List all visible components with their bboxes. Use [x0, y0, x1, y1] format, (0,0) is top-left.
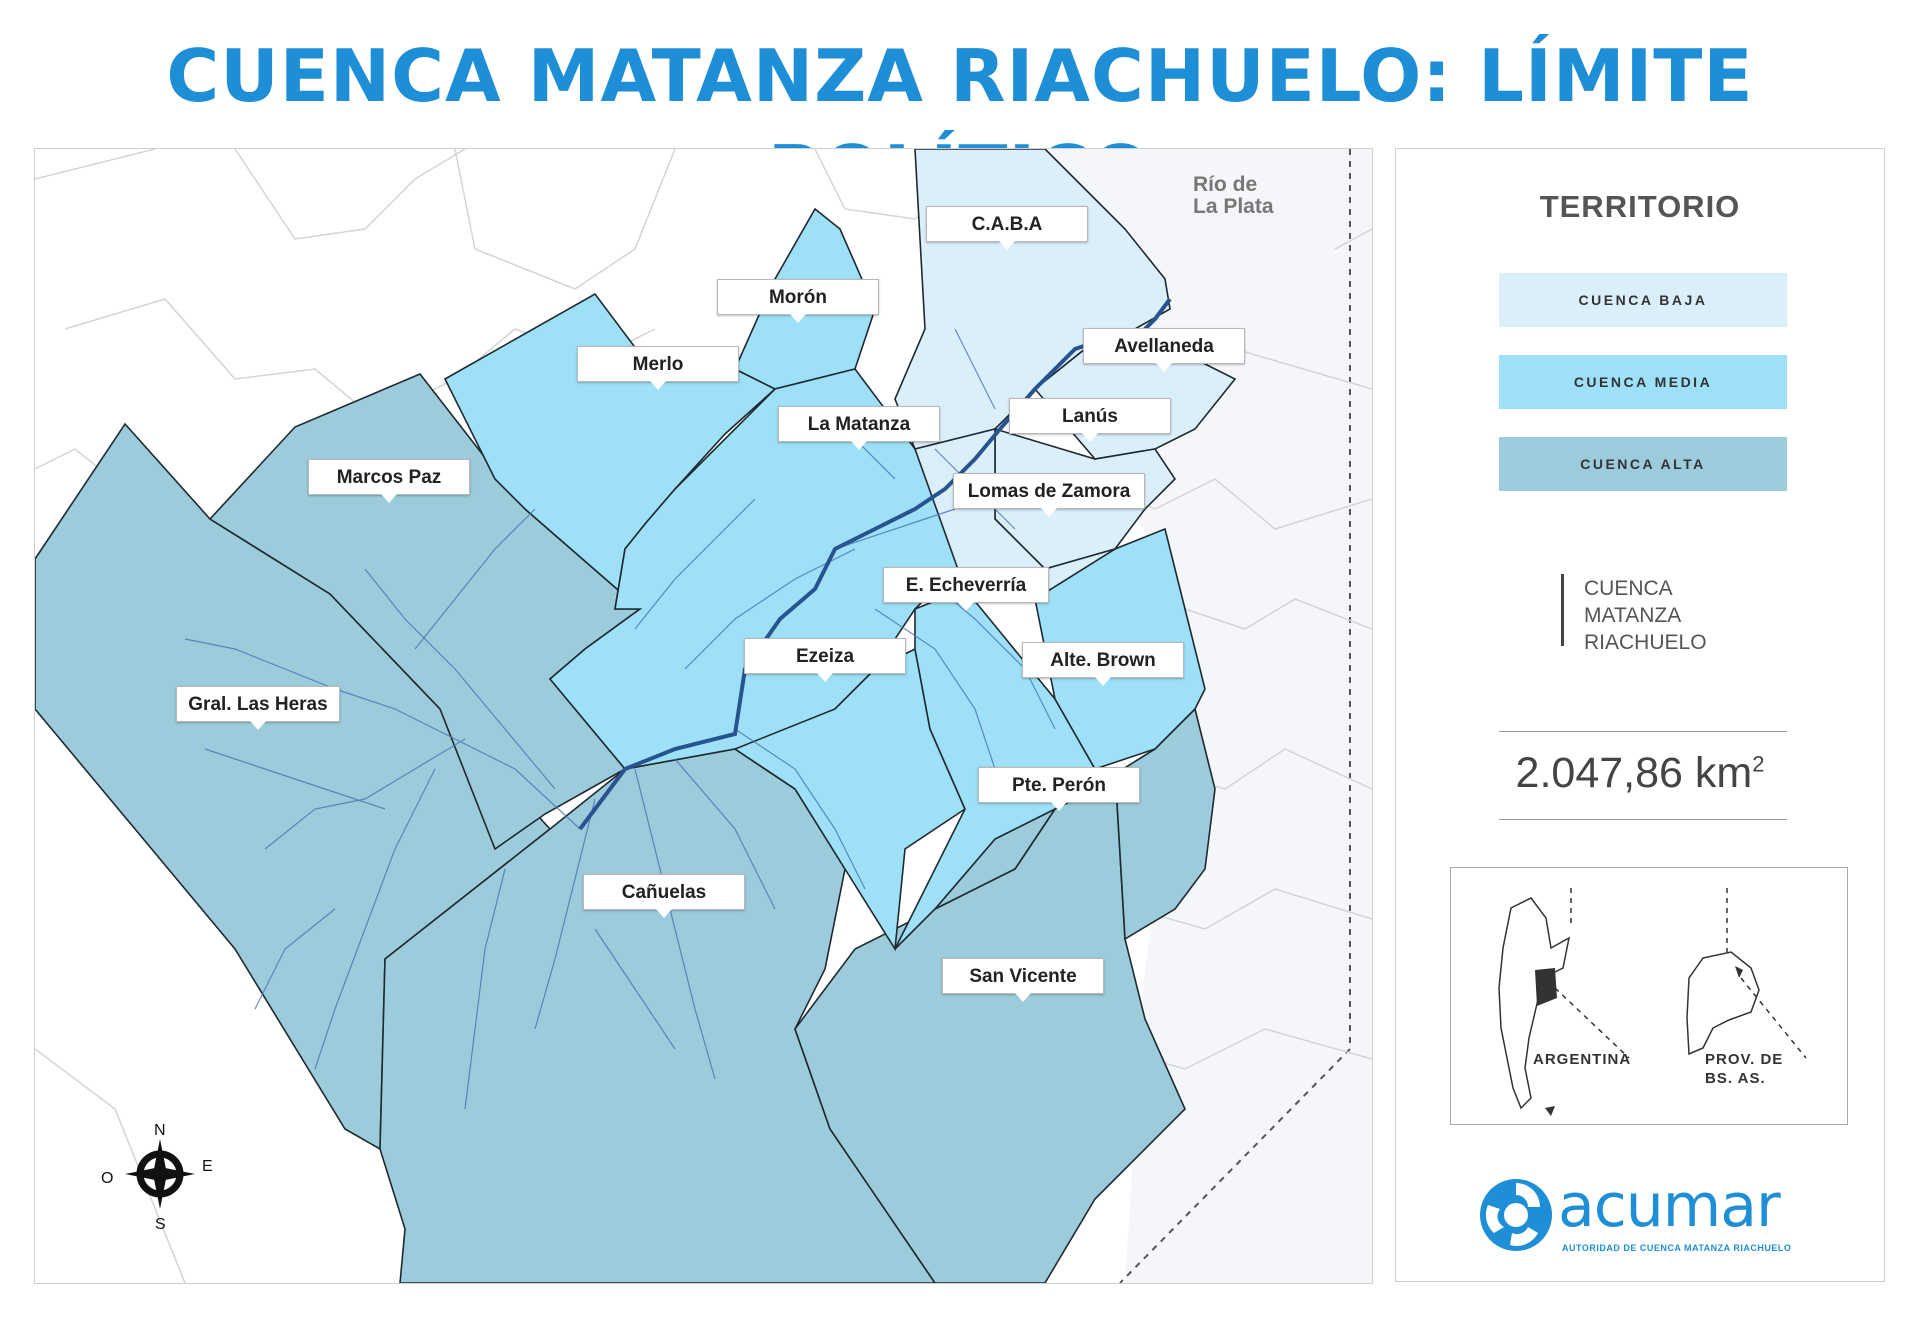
legend-title: TERRITORIO: [1539, 189, 1741, 224]
label-marcos-paz[interactable]: Marcos Paz: [308, 459, 470, 503]
label-pte-peron[interactable]: Pte. Perón: [978, 767, 1140, 811]
label-la-matanza[interactable]: La Matanza: [778, 406, 940, 450]
compass: N S E O: [85, 1099, 235, 1249]
rio-de-la-plata-label: Río de La Plata: [1193, 174, 1274, 218]
basin-highlight: [1735, 966, 1743, 978]
basin-name: CUENCA MATANZA RIACHUELO: [1584, 575, 1784, 656]
label-lanus[interactable]: Lanús: [1009, 398, 1171, 442]
buenos-aires-outline-icon: [1686, 951, 1760, 1056]
label-caba[interactable]: C.A.B.A: [926, 206, 1088, 250]
inset-prov-line: PROV. DE: [1705, 1051, 1784, 1068]
divider: [1499, 819, 1787, 820]
label-alte-brown[interactable]: Alte. Brown: [1022, 642, 1184, 686]
legend-panel: TERRITORIO CUENCA BAJA CUENCA MEDIA CUEN…: [1395, 148, 1885, 1282]
acumar-logo-icon: [1480, 1179, 1552, 1251]
acumar-wordmark: acumar: [1558, 1171, 1781, 1241]
label-moron[interactable]: Morón: [717, 279, 879, 323]
argentina-outline-icon: [1498, 897, 1571, 1110]
legend-cuenca-baja: CUENCA BAJA: [1499, 273, 1787, 327]
label-lomas-de-zamora[interactable]: Lomas de Zamora: [953, 473, 1145, 517]
label-avellaneda[interactable]: Avellaneda: [1083, 328, 1245, 372]
label-gral-las-heras[interactable]: Gral. Las Heras: [176, 686, 340, 730]
basin-name-line: RIACHUELO: [1584, 631, 1707, 654]
area-exponent: 2: [1752, 751, 1765, 777]
label-merlo[interactable]: Merlo: [577, 346, 739, 390]
inset-prov-line: BS. AS.: [1705, 1070, 1766, 1087]
compass-o: O: [101, 1170, 113, 1187]
location-inset: ARGENTINA PROV. DE BS. AS.: [1450, 867, 1848, 1125]
area-number: 2.047,86 km: [1515, 749, 1753, 797]
rio-label-line: La Plata: [1193, 195, 1274, 218]
compass-n: N: [154, 1122, 166, 1139]
legend-cuenca-alta: CUENCA ALTA: [1499, 437, 1787, 491]
label-san-vicente[interactable]: San Vicente: [942, 958, 1104, 1002]
cuenca-alta-areas: [35, 373, 1216, 1283]
basin-name-line: CUENCA: [1584, 577, 1673, 600]
compass-e: E: [202, 1158, 213, 1175]
divider: [1499, 731, 1787, 732]
label-canuelas[interactable]: Cañuelas: [583, 874, 745, 918]
compass-icon: N S E O: [101, 1122, 213, 1233]
rio-label-line: Río de: [1193, 173, 1258, 196]
basin-name-bar: [1561, 574, 1564, 646]
area-value: 2.047,86 km2: [1396, 749, 1884, 798]
label-ezeiza[interactable]: Ezeiza: [744, 638, 906, 682]
label-e-echeverria[interactable]: E. Echeverría: [883, 567, 1049, 611]
basin-name-line: MATANZA: [1584, 604, 1682, 627]
acumar-subtitle: AUTORIDAD DE CUENCA MATANZA RIACHUELO: [1562, 1243, 1792, 1253]
map[interactable]: Río de La Plata C.A.B.A Morón Merlo Avel…: [34, 148, 1373, 1284]
compass-s: S: [155, 1216, 166, 1233]
legend-cuenca-media: CUENCA MEDIA: [1499, 355, 1787, 409]
tributaries: [184, 328, 1056, 1110]
argentina-highlight: [1535, 968, 1557, 1006]
location-inset-map: [1498, 888, 1807, 1116]
inset-label-argentina: ARGENTINA: [1533, 1051, 1632, 1068]
area-canuelas: [379, 748, 936, 1283]
acumar-logo: acumar AUTORIDAD DE CUENCA MATANZA RIACH…: [1476, 1171, 1816, 1261]
coast-boundary-dashed: [1119, 149, 1351, 1283]
inset-label-prov: PROV. DE BS. AS.: [1705, 1050, 1783, 1088]
